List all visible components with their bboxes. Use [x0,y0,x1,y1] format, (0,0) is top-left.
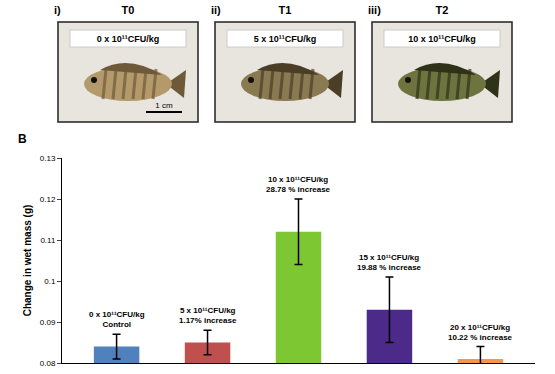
svg-text:10 x 10¹¹CFU/kg: 10 x 10¹¹CFU/kg [408,34,476,44]
svg-text:Change in wet mass (g): Change in wet mass (g) [22,205,33,317]
svg-text:0 x 10¹¹CFU/kg: 0 x 10¹¹CFU/kg [97,34,160,44]
svg-text:20 x 10¹¹CFU/kg10.22 % increas: 20 x 10¹¹CFU/kg10.22 % increase [448,323,513,342]
svg-text:0.11: 0.11 [40,236,56,245]
svg-text:15 x 10¹¹CFU/kg19.88 % increas: 15 x 10¹¹CFU/kg19.88 % increase [357,253,422,272]
svg-text:10 x 10¹¹CFU/kg28.78 % increas: 10 x 10¹¹CFU/kg28.78 % increase [266,175,331,194]
svg-text:0.1: 0.1 [44,277,56,286]
svg-text:T0: T0 [122,4,135,16]
svg-text:0.13: 0.13 [40,154,56,163]
svg-text:T2: T2 [436,4,449,16]
svg-text:ii): ii) [211,4,221,16]
svg-text:5 x 10¹¹CFU/kg: 5 x 10¹¹CFU/kg [254,34,317,44]
svg-text:0 x 10¹¹CFU/kgControl: 0 x 10¹¹CFU/kgControl [89,310,145,329]
svg-text:T1: T1 [279,4,292,16]
svg-text:i): i) [54,4,61,16]
svg-text:iii): iii) [368,4,381,16]
svg-text:0.09: 0.09 [40,318,56,327]
svg-text:0.12: 0.12 [40,195,56,204]
svg-text:5 x 10¹¹CFU/kg1.17% increase: 5 x 10¹¹CFU/kg1.17% increase [179,306,237,325]
html-text:B: B [18,132,27,146]
svg-text:0.08: 0.08 [40,359,56,368]
svg-text:1 cm: 1 cm [155,101,173,110]
